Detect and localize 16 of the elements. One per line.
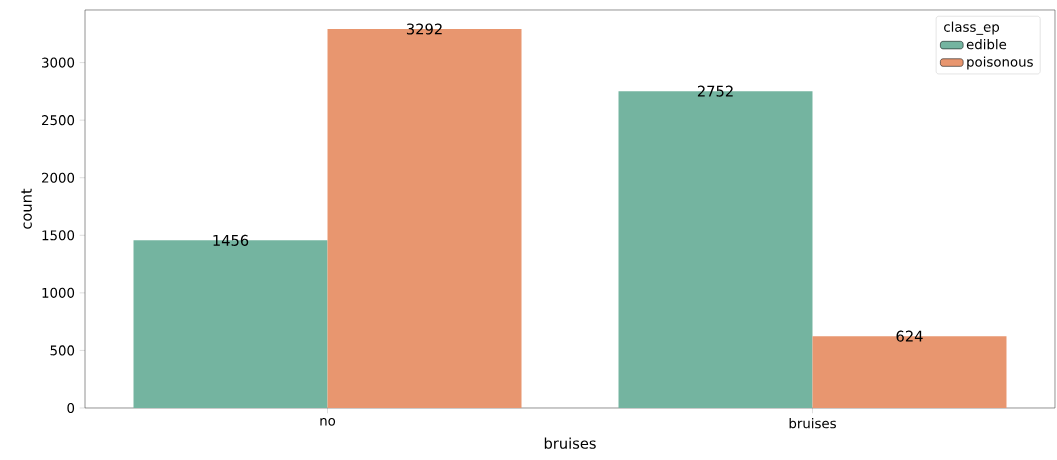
y-tick-label: 0 — [67, 402, 75, 414]
legend-label: edible — [966, 39, 1007, 50]
y-axis-title: count — [21, 188, 32, 229]
y-tick-label: 500 — [50, 345, 75, 356]
legend-label: poisonous — [967, 56, 1033, 70]
data-label: 3292 — [406, 23, 442, 35]
data-label: 2752 — [697, 85, 733, 97]
y-tick-label: 2000 — [42, 172, 75, 183]
y-tick-label: 2500 — [42, 115, 75, 126]
x-axis-title: bruises — [544, 437, 596, 449]
legend-title: class_ep — [944, 21, 1000, 35]
data-label: 624 — [896, 330, 923, 342]
y-tick-label: 1500 — [42, 230, 75, 241]
x-tick-label: no — [320, 418, 336, 426]
y-tick-label: 1000 — [42, 287, 75, 298]
y-tick-label: 3000 — [42, 57, 75, 68]
